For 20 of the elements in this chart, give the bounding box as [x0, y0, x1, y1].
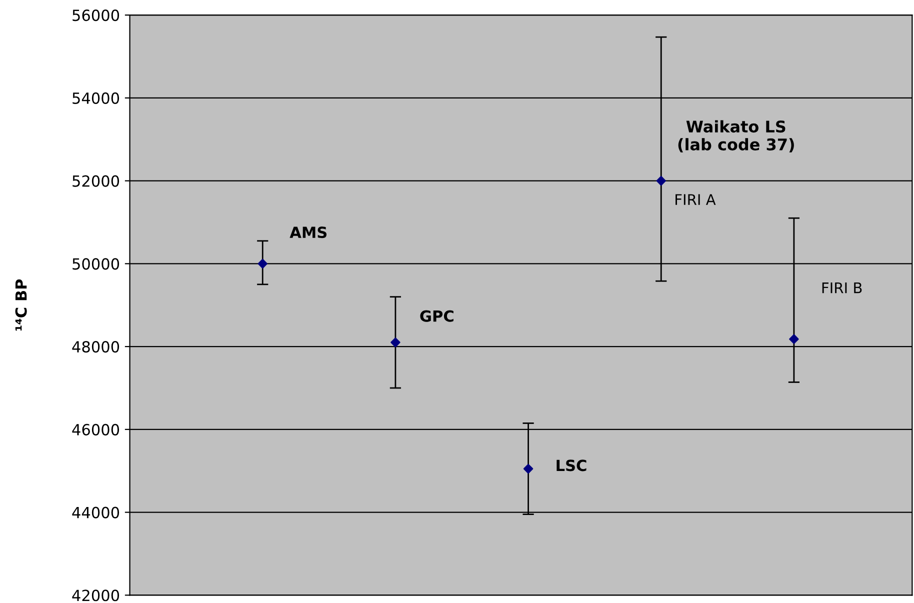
- y-tick-label: 56000: [72, 10, 120, 22]
- y-tick-label: 46000: [72, 424, 120, 436]
- y-tick-label: 54000: [72, 92, 120, 104]
- y-tick-label: 42000: [72, 590, 120, 602]
- annotation: LSC: [556, 460, 586, 472]
- y-axis-title: ¹⁴C BP: [15, 279, 27, 331]
- annotation: AMS: [290, 226, 327, 238]
- annotation: FIRI B: [822, 282, 862, 294]
- point: [789, 334, 799, 344]
- annotation: FIRI A: [676, 194, 716, 205]
- point: [656, 176, 666, 186]
- y-tick-label: 50000: [72, 258, 120, 270]
- y-tick-label: 44000: [72, 506, 120, 518]
- y-tick-label: 48000: [72, 341, 120, 353]
- point: [523, 464, 534, 474]
- annotation: GPC: [420, 310, 454, 322]
- y-tick-label: 52000: [72, 175, 120, 187]
- annotation: Waikato LS (lab code 37): [678, 120, 794, 152]
- point: [258, 258, 268, 269]
- point: [390, 338, 400, 348]
